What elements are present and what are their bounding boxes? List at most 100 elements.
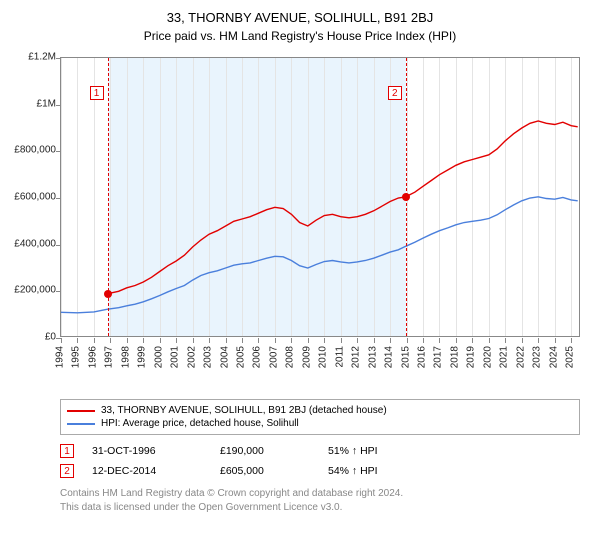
x-axis-label: 2022 <box>515 346 526 368</box>
x-axis-label: 1999 <box>137 346 148 368</box>
x-axis-label: 2020 <box>482 346 493 368</box>
y-axis-label: £200,000 <box>14 285 56 296</box>
x-tick <box>160 338 161 343</box>
legend-label: HPI: Average price, detached house, Soli… <box>101 418 299 429</box>
chart-container: 33, THORNBY AVENUE, SOLIHULL, B91 2BJ Pr… <box>0 0 600 522</box>
sale-row: 2 12-DEC-2014 £605,000 54% ↑ HPI <box>60 461 580 481</box>
x-tick <box>374 338 375 343</box>
x-tick <box>505 338 506 343</box>
sale-marker-box: 1 <box>60 444 74 458</box>
x-axis-label: 1994 <box>55 346 66 368</box>
chart-subtitle: Price paid vs. HM Land Registry's House … <box>12 29 588 43</box>
sale-price: £605,000 <box>220 465 310 477</box>
x-tick <box>456 338 457 343</box>
x-axis-label: 2024 <box>548 346 559 368</box>
legend-item: 33, THORNBY AVENUE, SOLIHULL, B91 2BJ (d… <box>67 404 573 417</box>
x-tick <box>357 338 358 343</box>
x-tick <box>308 338 309 343</box>
x-axis-label: 2005 <box>236 346 247 368</box>
sale-marker-box: 2 <box>60 464 74 478</box>
x-tick <box>407 338 408 343</box>
x-tick <box>555 338 556 343</box>
chart-title: 33, THORNBY AVENUE, SOLIHULL, B91 2BJ <box>12 10 588 25</box>
x-axis-label: 2004 <box>219 346 230 368</box>
x-tick <box>522 338 523 343</box>
x-tick <box>176 338 177 343</box>
x-axis-label: 1995 <box>71 346 82 368</box>
sale-price: £190,000 <box>220 445 310 457</box>
sale-delta: 51% ↑ HPI <box>328 445 378 457</box>
sale-row: 1 31-OCT-1996 £190,000 51% ↑ HPI <box>60 441 580 461</box>
x-axis-label: 2002 <box>186 346 197 368</box>
x-axis-label: 2021 <box>499 346 510 368</box>
y-axis-label: £800,000 <box>14 145 56 156</box>
legend-swatch <box>67 410 95 412</box>
y-tick <box>56 58 61 59</box>
x-axis-label: 2007 <box>268 346 279 368</box>
x-axis-label: 2009 <box>301 346 312 368</box>
chart-area: 12 1994199519961997199819992000200120022… <box>12 53 588 393</box>
y-tick <box>56 198 61 199</box>
x-axis-label: 2014 <box>384 346 395 368</box>
legend-item: HPI: Average price, detached house, Soli… <box>67 417 573 430</box>
x-tick <box>423 338 424 343</box>
legend-label: 33, THORNBY AVENUE, SOLIHULL, B91 2BJ (d… <box>101 405 387 416</box>
sale-date: 12-DEC-2014 <box>92 465 202 477</box>
marker-dot <box>402 193 410 201</box>
x-tick <box>242 338 243 343</box>
sale-delta: 54% ↑ HPI <box>328 465 378 477</box>
x-axis-label: 2025 <box>565 346 576 368</box>
x-axis-label: 2023 <box>532 346 543 368</box>
x-axis-label: 2017 <box>433 346 444 368</box>
x-tick <box>110 338 111 343</box>
y-tick <box>56 245 61 246</box>
x-tick <box>143 338 144 343</box>
y-axis-label: £0 <box>45 332 56 343</box>
x-axis-label: 2006 <box>252 346 263 368</box>
plot-area: 12 <box>60 57 580 337</box>
marker-dot <box>104 290 112 298</box>
x-tick <box>291 338 292 343</box>
sale-date: 31-OCT-1996 <box>92 445 202 457</box>
x-axis-label: 2016 <box>417 346 428 368</box>
x-axis-label: 2000 <box>153 346 164 368</box>
x-tick <box>472 338 473 343</box>
credits-line: Contains HM Land Registry data © Crown c… <box>60 487 580 501</box>
x-axis-label: 2001 <box>170 346 181 368</box>
marker-box: 1 <box>90 86 104 100</box>
x-axis-label: 1998 <box>120 346 131 368</box>
x-tick <box>193 338 194 343</box>
chart-svg <box>61 58 581 338</box>
x-tick <box>127 338 128 343</box>
x-tick <box>390 338 391 343</box>
sales-table: 1 31-OCT-1996 £190,000 51% ↑ HPI 2 12-DE… <box>60 441 580 481</box>
legend-swatch <box>67 423 95 425</box>
y-tick <box>56 338 61 339</box>
x-axis-label: 2011 <box>334 346 345 368</box>
marker-box: 2 <box>388 86 402 100</box>
y-tick <box>56 291 61 292</box>
x-axis-label: 2012 <box>351 346 362 368</box>
x-axis-label: 2008 <box>285 346 296 368</box>
y-tick <box>56 105 61 106</box>
x-tick <box>209 338 210 343</box>
y-axis-label: £600,000 <box>14 192 56 203</box>
x-axis-label: 2013 <box>367 346 378 368</box>
x-tick <box>439 338 440 343</box>
x-tick <box>341 338 342 343</box>
x-tick <box>324 338 325 343</box>
x-axis-label: 2010 <box>318 346 329 368</box>
x-axis-label: 1996 <box>87 346 98 368</box>
series-property <box>108 121 578 294</box>
y-axis-label: £1M <box>37 98 56 109</box>
x-axis-label: 2003 <box>203 346 214 368</box>
x-tick <box>61 338 62 343</box>
x-tick <box>226 338 227 343</box>
y-axis-label: £400,000 <box>14 238 56 249</box>
series-hpi <box>61 197 578 313</box>
x-axis-label: 1997 <box>104 346 115 368</box>
x-tick <box>258 338 259 343</box>
x-axis-label: 2019 <box>466 346 477 368</box>
x-tick <box>489 338 490 343</box>
x-axis-label: 2015 <box>400 346 411 368</box>
